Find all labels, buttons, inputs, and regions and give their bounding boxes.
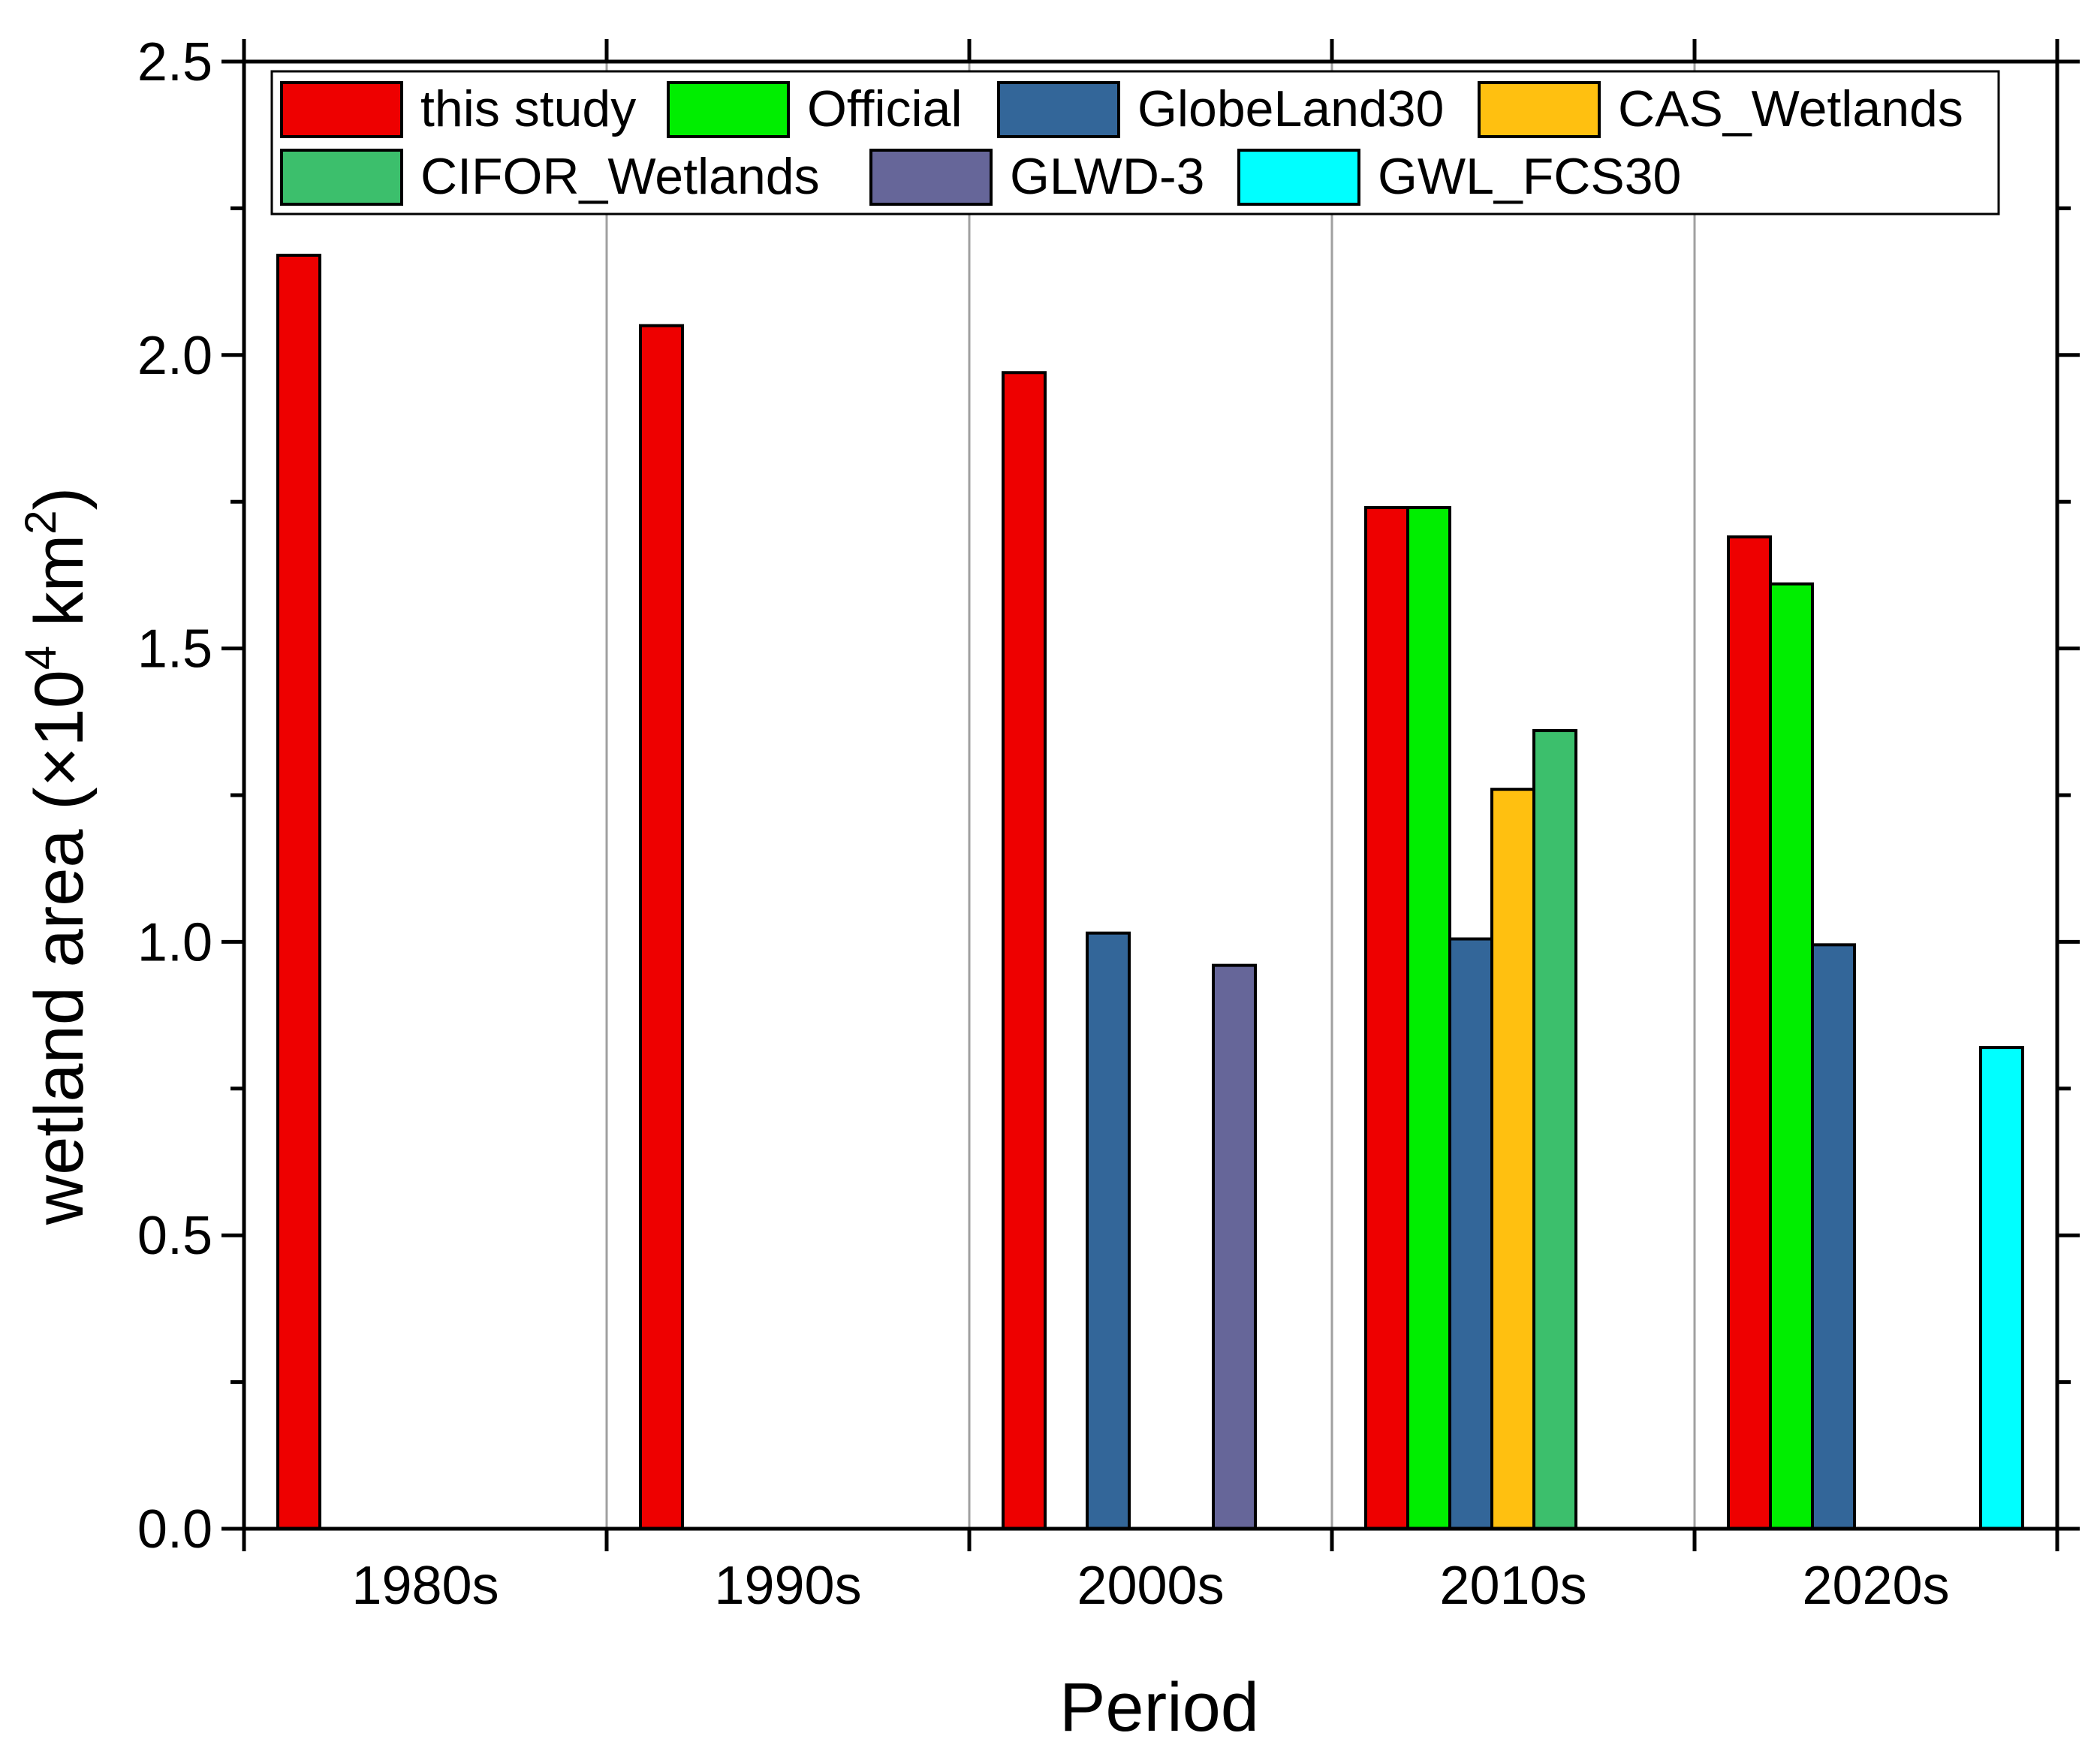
y-tick-label: 1.5 [137,619,212,680]
x-tick-label: 1990s [714,1556,861,1616]
category-separators [605,62,1696,1529]
legend-swatch [1237,149,1360,206]
bar-official-2020s [1769,582,1814,1530]
y-tick-label: 0.5 [137,1206,212,1266]
legend-label: CIFOR_Wetlands [420,148,820,205]
legend-swatch [667,81,790,138]
bar-globeland30-2020s [1811,943,1856,1530]
x-tick-label: 1980s [351,1556,499,1616]
y-tick-label: 0.0 [137,1499,212,1560]
legend-label: GWL_FCS30 [1378,148,1681,205]
legend-swatch [280,149,403,206]
y-axis-title: wetland area (×104 km2) [17,487,98,1225]
y-tick-label: 2.0 [137,326,212,386]
x-tick-label: 2000s [1077,1556,1224,1616]
bar-gwl-fcs30-2020s [1979,1046,2024,1530]
legend-swatch [1478,81,1601,138]
bar-this-study-1990s [639,324,684,1531]
legend: this study Official GlobeLand30 CAS_Wetland… [270,70,2000,215]
legend-item-globeland30: GlobeLand30 [997,80,1444,138]
legend-item-cifor-wetlands: CIFOR_Wetlands [280,148,820,206]
y-tick-label: 1.0 [137,912,212,972]
legend-item-cas-wetlands: CAS_Wetlands [1478,80,1963,138]
x-axis-title: Period [1059,1669,1259,1746]
bar-glwd-3-2000s [1212,963,1257,1530]
x-tick-label: 2020s [1802,1556,1949,1616]
legend-label: CAS_Wetlands [1618,80,1963,137]
axes [221,39,2080,1551]
legend-label: GLWD-3 [1010,148,1204,205]
y-tick-label: 2.5 [137,32,212,92]
tick-labels: 0.0 0.5 1.0 1.5 2.0 2.5 1980s 1990s 2000s 2010s 20… [137,32,1950,1616]
legend-label: GlobeLand30 [1137,80,1444,137]
bar-globeland30-2010s [1448,937,1493,1530]
bar-cifor-wetlands-2010s [1532,729,1577,1530]
bar-this-study-2020s [1727,535,1772,1531]
legend-item-gwl-fcs30: GWL_FCS30 [1237,148,1681,206]
legend-item-official: Official [667,80,963,138]
bar-this-study-2010s [1364,506,1409,1530]
legend-label: this study [420,80,636,137]
bar-cas-wetlands-2010s [1490,788,1535,1530]
legend-item-glwd-3: GLWD-3 [869,148,1204,206]
bar-this-study-1980s [276,253,321,1531]
bar-this-study-2000s [1002,371,1047,1530]
legend-swatch [280,81,403,138]
legend-item-this-study: this study [280,80,636,138]
legend-swatch [997,81,1120,138]
bar-globeland30-2000s [1086,931,1131,1530]
legend-swatch [869,149,993,206]
legend-box [270,70,2000,215]
legend-label: Official [807,80,963,137]
x-tick-label: 2010s [1439,1556,1586,1616]
bars [276,253,2024,1531]
bar-official-2010s [1406,506,1451,1530]
